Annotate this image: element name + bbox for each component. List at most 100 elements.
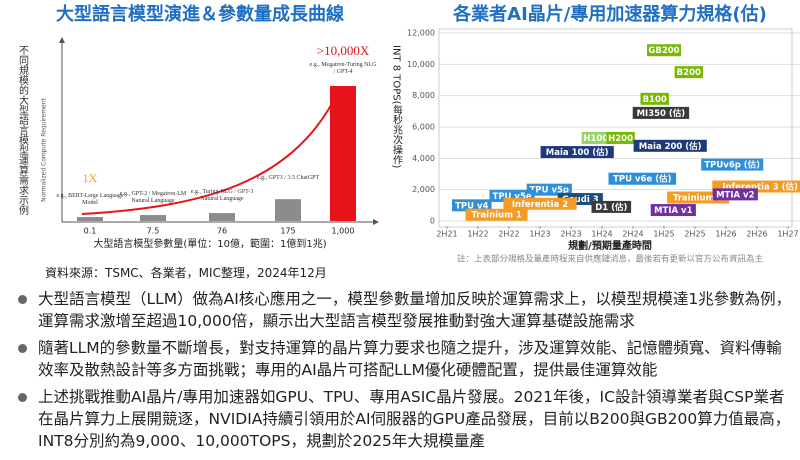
chip-point: TPU v6e (估) (608, 172, 677, 185)
x-tick-label: 2H21 (436, 230, 457, 239)
y-tick-label: 0 (430, 217, 435, 226)
x-tick-label: 175 (280, 227, 295, 236)
x-tick-label: 76 (217, 227, 227, 236)
y-tick-label: 2,000 (412, 185, 435, 194)
x-tick-label: 2H26 (746, 230, 767, 239)
point-label: TPU v5p (530, 186, 569, 196)
chart-title: 大型語言模型演進＆參數量成長曲線 (56, 3, 344, 25)
bar-note: e.g., Turing-NLG / GPT-3 Natural Languag… (190, 189, 254, 203)
point-label: Trainium 1 (471, 211, 522, 221)
chip-point: B100 (640, 92, 669, 105)
growth-curve (81, 87, 341, 215)
chip-point: H100 (581, 131, 610, 144)
bar-note: e.g., BERT-Large Language Model (56, 193, 124, 207)
point-box (647, 44, 681, 57)
x-tick-label: 1H23 (529, 230, 550, 239)
point-label: B100 (643, 95, 667, 105)
point-box (503, 197, 577, 210)
point-label: TPU v5e (493, 192, 532, 202)
point-box (581, 131, 610, 144)
point-label: TPU v4 (455, 201, 488, 211)
point-label: Inferentia 2 (512, 200, 568, 210)
point-label: Inferentia 3 (估) (722, 182, 798, 193)
point-label: H100 (583, 134, 608, 144)
bullet: 大型語言模型（LLM）做為AI核心應用之一，模型參數量增加反映於運算需求上，以模… (12, 288, 792, 332)
point-label: B200 (677, 68, 701, 78)
point-box (540, 146, 614, 159)
point-box (712, 188, 758, 201)
plot-area (438, 28, 793, 228)
x-tick-label: 1H24 (591, 230, 612, 239)
chip-point: TPUv6p (估) (701, 158, 764, 171)
bar (77, 217, 103, 221)
chip-point: GB200 (647, 44, 681, 57)
x-tick-label: 1,000 (332, 227, 355, 236)
point-box (591, 200, 632, 213)
y-tick-label: 6,000 (412, 123, 435, 132)
point-box (640, 92, 669, 105)
point-label: D1 (估) (595, 202, 627, 213)
bar (330, 86, 356, 221)
y-tick-label: 10,000 (407, 60, 435, 69)
x-axis-label: 大型語言模型參數量(單位：10億，範圍：1億到1兆) (93, 237, 326, 250)
point-label: Gaudi 3 (562, 195, 599, 205)
point-label: GB200 (648, 46, 679, 56)
point-box (608, 172, 677, 185)
annotation: >10,000X (317, 43, 370, 58)
y-tick-label: 4,000 (412, 154, 435, 163)
x-tick-label: 2H25 (684, 230, 705, 239)
point-label: MTIA v1 (654, 206, 692, 216)
x-tick-label: 2H22 (498, 230, 519, 239)
x-axis-label: 規劃/預期量產時間 (568, 239, 652, 252)
y-axis-label: Normalized Compute Requirement (41, 97, 48, 201)
point-label: Maia 100 (估) (546, 147, 609, 158)
x-tick-label: 1H22 (467, 230, 488, 239)
chip-point: Trainium 1 (465, 208, 528, 221)
point-box (633, 139, 707, 152)
bar (140, 215, 166, 221)
bar (275, 199, 301, 221)
point-label: Trainium 2 (673, 194, 724, 204)
point-label: MTIA v2 (716, 190, 754, 200)
x-tick-label: 7.5 (147, 227, 160, 236)
chip-point: Maia 100 (估) (540, 146, 614, 159)
chip-point: TPU v5p (526, 183, 572, 196)
chip-point: MTIA v2 (712, 188, 758, 201)
point-box (452, 199, 492, 212)
point-box (465, 208, 528, 221)
bar-note: e.g., GPT3 / 3.5 ChatGPT (256, 175, 320, 182)
bullet: 隨著LLM的參數量不斷增長，對支持運算的晶片算力要求也隨之提升，涉及運算效能、記… (12, 337, 792, 381)
point-box (701, 158, 764, 171)
x-tick-label: 2H23 (560, 230, 581, 239)
point-box (606, 131, 635, 144)
point-box (632, 106, 690, 119)
chip-point: B200 (674, 66, 703, 79)
charts: 大型語言模型演進＆參數量成長曲線 不同規模的大型語言模型運算需求示例 Norma… (17, 3, 800, 265)
side-label: 不同規模的大型語言模型運算需求示例 (17, 45, 29, 216)
x-tick-label: 1H25 (653, 230, 674, 239)
value-label: 1X (83, 171, 98, 185)
point-box (650, 204, 696, 217)
bar-note: e.g., Megatron-Turing NLG / GPT-4 (309, 62, 377, 75)
bar (209, 213, 235, 221)
point-box (674, 66, 703, 79)
x-tick-label: 2H24 (622, 230, 643, 239)
source: 資料來源：TSMC、各業者，MIC整理，2024年12月 (45, 266, 327, 280)
point-label: MI350 (估) (637, 108, 686, 119)
chip-point: MTIA v1 (650, 204, 696, 217)
bar-note: e.g., GPT-2 / Megatron-LM Natural Langua… (119, 191, 187, 205)
chip-point: D1 (估) (591, 200, 632, 213)
chart-title: 各業者AI晶片/專用加速器算力規格(估) (452, 3, 767, 25)
point-label: TPU v6e (估) (613, 174, 671, 185)
x-tick-label: 1H26 (715, 230, 736, 239)
x-tick-label: 0.1 (84, 227, 97, 236)
chart-note: 註：上表部分規格及量產時程來自供應鏈消息，最後若有更新以官方公布資訊為主 (457, 254, 764, 265)
point-label: H200 (608, 134, 633, 144)
point-box (526, 183, 572, 196)
point-label: TPUv6p (估) (704, 160, 760, 171)
x-tick-label: 1H27 (777, 230, 798, 239)
chip-point: Maia 200 (估) (633, 139, 707, 152)
y-tick-label: 12,000 (407, 29, 435, 38)
chip-point: H200 (606, 131, 635, 144)
